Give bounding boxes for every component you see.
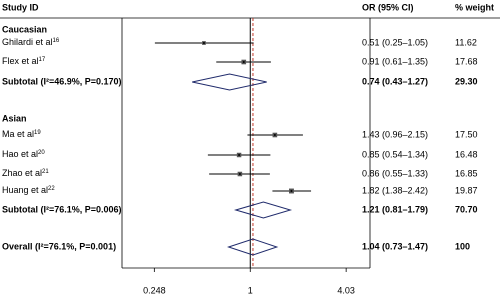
x-tick-label: 1 <box>248 285 253 295</box>
study-ref: 17 <box>39 57 46 63</box>
study-name: Ma et al19 <box>2 129 41 139</box>
pooled-label: Subtotal (I²=76.1%, P=0.006) <box>2 204 122 214</box>
study-label: Ghilardi et al <box>2 37 53 47</box>
x-tick-label: 4.03 <box>337 285 355 295</box>
study-name: Ghilardi et al16 <box>2 37 60 47</box>
study-ref: 19 <box>34 130 41 136</box>
group-name: Caucasian <box>2 24 47 34</box>
estimate-label: 0.91 (0.61–1.35) <box>362 56 428 66</box>
estimate-label: 1.04 (0.73–1.47) <box>362 241 428 251</box>
weight-label: 17.50 <box>455 129 478 139</box>
study-label: Flex et al <box>2 56 39 66</box>
study-ref: 22 <box>48 186 55 192</box>
group-name: Asian <box>2 113 27 123</box>
study-label: Huang et al <box>2 185 48 195</box>
diamond <box>233 201 293 219</box>
study-point <box>238 154 241 156</box>
study-ref: 20 <box>38 150 45 156</box>
study-point <box>242 61 245 63</box>
header-study: Study ID <box>2 2 39 12</box>
study-label: Ma et al <box>2 129 34 139</box>
study-ref: 16 <box>53 38 60 44</box>
study-point <box>202 42 205 44</box>
weight-label: 17.68 <box>455 56 478 66</box>
x-tick-label: 0.248 <box>143 285 166 295</box>
weight-label: 11.62 <box>455 37 477 47</box>
weight-label: 16.85 <box>455 168 478 178</box>
weight-label: 70.70 <box>455 204 478 214</box>
study-name: Flex et al17 <box>2 56 46 66</box>
header-estimate: OR (95% CI) <box>362 2 414 12</box>
study-point <box>238 173 241 175</box>
estimate-label: 1.82 (1.38–2.42) <box>362 185 428 195</box>
pooled-label: Overall (I²=76.1%, P=0.001) <box>2 241 116 251</box>
study-name: Huang et al22 <box>2 185 55 195</box>
study-label: Hao et al <box>2 149 38 159</box>
study-name: Zhao et al21 <box>2 168 49 178</box>
diamond <box>227 238 279 256</box>
study-name: Hao et al20 <box>2 149 45 159</box>
weight-label: 19.87 <box>455 185 478 195</box>
header-weight: % weight <box>455 2 494 12</box>
weight-label: 29.30 <box>455 76 478 86</box>
estimate-label: 1.43 (0.96–2.15) <box>362 129 428 139</box>
weight-label: 16.48 <box>455 149 478 159</box>
estimate-label: 0.85 (0.54–1.34) <box>362 149 428 159</box>
study-point <box>290 190 293 192</box>
estimate-label: 0.51 (0.25–1.05) <box>362 37 428 47</box>
study-ref: 21 <box>42 169 49 175</box>
pooled-label: Subtotal (I²=46.9%, P=0.170) <box>2 76 122 86</box>
estimate-label: 1.21 (0.81–1.79) <box>362 204 428 214</box>
study-point <box>273 134 276 136</box>
estimate-label: 0.74 (0.43–1.27) <box>362 76 428 86</box>
weight-label: 100 <box>455 241 470 251</box>
estimate-label: 0.86 (0.55–1.33) <box>362 168 428 178</box>
study-label: Zhao et al <box>2 168 42 178</box>
diamond <box>192 73 267 91</box>
